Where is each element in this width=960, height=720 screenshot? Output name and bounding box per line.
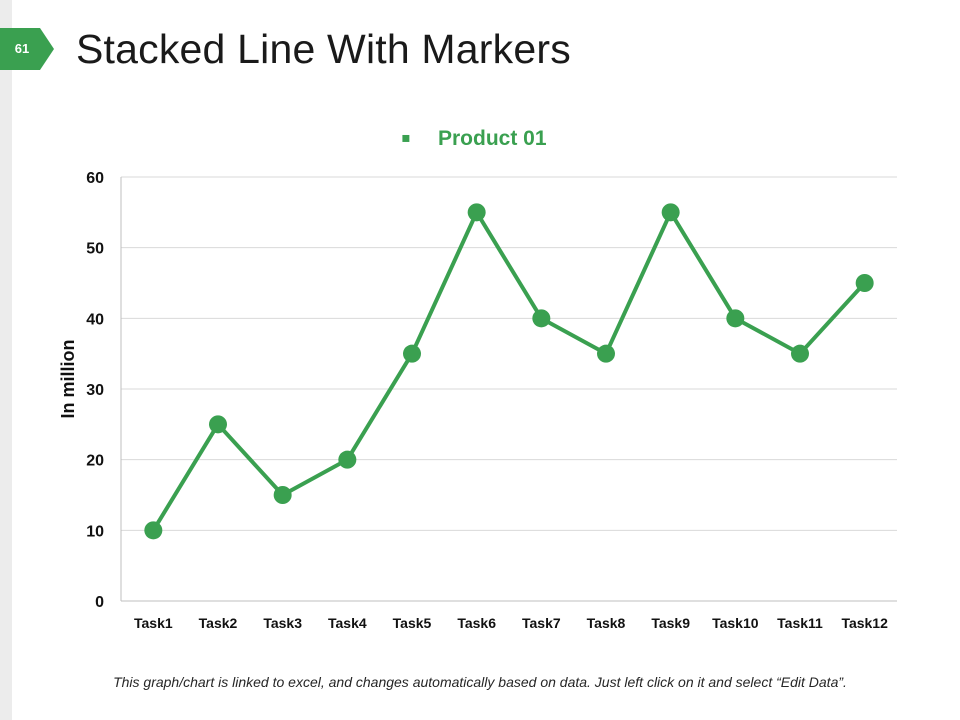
x-tick-label: Task2 (199, 615, 238, 631)
data-point-marker[interactable] (791, 344, 809, 363)
x-axis-tick-labels: Task1 Task2 Task3 Task4 Task5 Task6 Task7 Task8… (134, 615, 888, 631)
badge-arrow-shape (0, 28, 54, 70)
y-tick-label: 50 (86, 241, 104, 258)
x-tick-label: Task6 (457, 615, 496, 631)
series-line (151, 210, 867, 533)
x-tick-label: Task11 (777, 615, 823, 631)
page-number: 61 (14, 41, 30, 56)
y-tick-label: 10 (86, 523, 104, 540)
page-number-badge: 61 (0, 28, 54, 70)
slide-left-strip (0, 0, 12, 720)
data-point-marker[interactable] (597, 344, 615, 363)
data-point-marker[interactable] (273, 486, 292, 504)
data-point-marker[interactable] (467, 203, 486, 222)
x-tick-label: Task7 (522, 615, 561, 631)
slide-title: Stacked Line With Markers (76, 26, 571, 72)
data-point-marker[interactable] (532, 309, 551, 328)
y-axis-tick-labels: 0 10 20 30 40 50 60 (86, 170, 104, 611)
data-point-marker[interactable] (661, 203, 680, 222)
y-tick-label: 40 (86, 311, 104, 328)
data-point-marker[interactable] (144, 521, 163, 540)
footnote-text: This graph/chart is linked to excel, and… (113, 674, 847, 690)
data-point-marker[interactable] (855, 274, 874, 292)
y-tick-label: 30 (86, 382, 104, 399)
series-product-01[interactable] (144, 203, 874, 540)
legend-series-label: Product 01 (438, 127, 547, 150)
y-tick-label: 0 (95, 594, 104, 611)
x-tick-label: Task3 (263, 615, 302, 631)
chart-gridlines (121, 176, 897, 531)
data-point-marker[interactable] (209, 415, 227, 434)
data-point-marker[interactable] (726, 309, 745, 328)
x-tick-label: Task8 (587, 615, 626, 631)
chart-legend[interactable]: ▪ Product 01 (401, 127, 547, 150)
legend-marker-icon: ▪ (401, 130, 411, 146)
x-tick-label: Task5 (393, 615, 432, 631)
x-tick-label: Task1 (134, 615, 173, 631)
y-axis-label: In million (58, 340, 78, 419)
data-point-marker[interactable] (338, 450, 357, 469)
chart-axes (120, 177, 897, 602)
data-point-marker[interactable] (403, 344, 421, 363)
x-tick-label: Task10 (712, 615, 759, 631)
x-tick-label: Task4 (328, 615, 367, 631)
x-tick-label: Task12 (841, 615, 888, 631)
y-tick-label: 60 (86, 170, 104, 187)
y-tick-label: 20 (86, 453, 104, 470)
x-tick-label: Task9 (651, 615, 690, 631)
